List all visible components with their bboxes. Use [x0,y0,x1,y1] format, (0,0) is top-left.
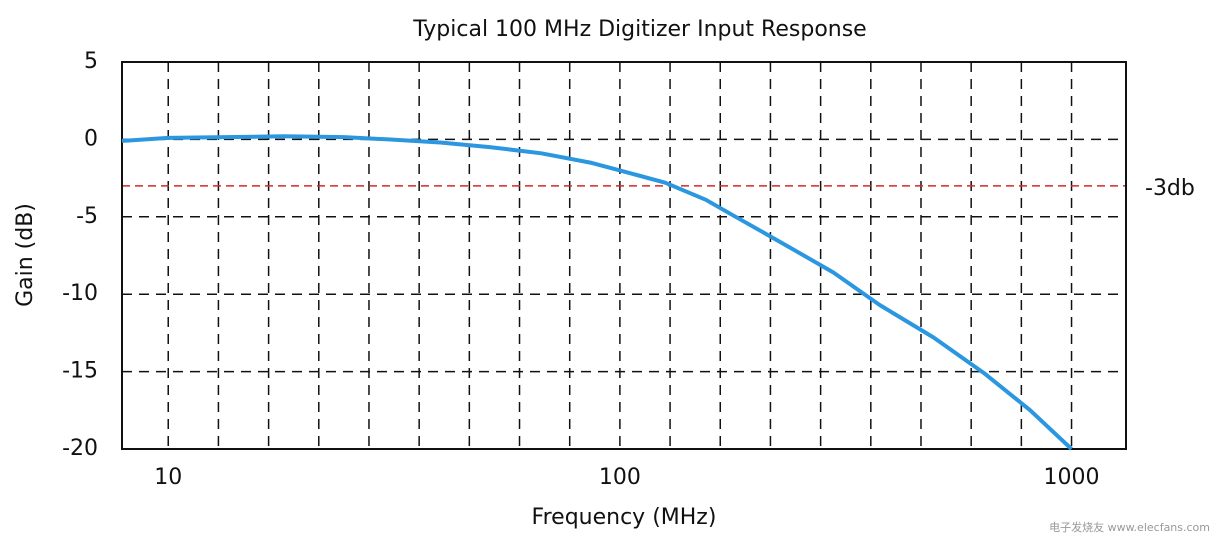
x-tick-label: 10 [154,465,182,490]
x-tick-label: 100 [599,465,641,490]
watermark: 电子发烧友 www.elecfans.com [1049,520,1210,534]
chart-title: Typical 100 MHz Digitizer Input Response [412,17,866,42]
y-tick-label: 0 [84,126,98,151]
y-axis-label: Gain (dB) [13,203,38,307]
x-axis-label: Frequency (MHz) [532,505,717,530]
y-tick-label: -20 [62,436,98,461]
data-line [121,134,1073,451]
y-tick-label: -10 [62,281,98,306]
y-tick-label: -15 [62,359,98,384]
y-tick-label: -5 [76,204,98,229]
x-tick-label: 1000 [1044,465,1100,490]
plot-frame [121,61,1127,450]
y-tick-label: 5 [84,49,98,74]
reference-label: -3db [1145,176,1195,201]
